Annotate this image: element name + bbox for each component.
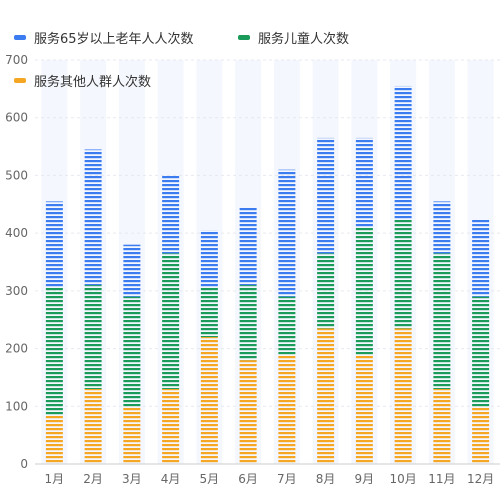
bar-segment [123,296,141,407]
bar-segment [355,137,373,228]
bar-segment [123,244,141,297]
bar-segment [394,218,412,329]
bar-segment [472,218,490,297]
bar-segment [278,354,296,464]
bar-segment [45,201,63,288]
x-tick-label: 2月 [83,472,103,486]
y-tick-label: 0 [20,457,28,471]
bar-segment [84,285,102,389]
bar-segment [355,354,373,464]
bar-segment [317,137,335,254]
bar-segment [239,207,257,286]
x-tick-label: 6月 [238,472,258,486]
y-tick-label: 200 [5,342,28,356]
legend-item-children[interactable]: 服务儿童人次数 [238,28,349,47]
bar-segment [278,296,296,355]
x-tick-label: 8月 [316,472,336,486]
y-tick-label: 600 [5,111,28,125]
bar-segment [394,85,412,219]
bar-segment [123,406,141,464]
bar-segment [45,287,63,415]
bar-segment [317,328,335,464]
x-tick-label: 3月 [122,472,142,486]
bar-segment [317,253,335,329]
bar-segment [433,201,451,254]
y-tick-label: 500 [5,168,28,182]
bar-segment [162,253,180,389]
bar-segment [239,360,257,464]
bar-segment [394,328,412,464]
y-tick-label: 100 [5,399,28,413]
legend-swatch-others [14,78,26,83]
bar-segment [472,406,490,464]
x-tick-label: 7月 [277,472,297,486]
x-tick-label: 11月 [428,472,455,486]
x-tick-label: 12月 [467,472,494,486]
x-tick-label: 5月 [200,472,220,486]
bar-segment [200,337,218,464]
bar-segment [84,149,102,286]
bar-segment [433,253,451,389]
bar-segment [45,414,63,464]
bar-segment [162,388,180,464]
x-tick-label: 4月 [161,472,181,486]
legend-item-elderly[interactable]: 服务65岁以上老年人人次数 [14,28,194,47]
legend-label-others: 服务其他人群人次数 [34,75,152,90]
chart-legend: 服务65岁以上老年人人次数 服务儿童人次数 服务其他人群人次数 [0,0,500,100]
bar-segment [278,169,296,297]
bar-segment [200,230,218,288]
y-tick-label: 300 [5,284,28,298]
bar-segment [355,227,373,355]
bar-segment [84,388,102,464]
x-tick-label: 10月 [389,472,416,486]
bar-segment [433,388,451,464]
bar-segment [162,175,180,254]
y-tick-label: 700 [5,53,28,67]
bar-segment [239,285,257,361]
x-tick-label: 9月 [355,472,375,486]
legend-swatch-elderly [14,35,26,40]
legend-item-others[interactable]: 服务其他人群人次数 [14,71,151,90]
legend-swatch-children [238,35,250,40]
bar-segment [472,296,490,407]
bar-segment [200,287,218,338]
legend-label-elderly: 服务65岁以上老年人人次数 [34,32,194,47]
x-tick-label: 1月 [45,472,65,486]
y-tick-label: 400 [5,226,28,240]
legend-label-children: 服务儿童人次数 [258,32,350,47]
